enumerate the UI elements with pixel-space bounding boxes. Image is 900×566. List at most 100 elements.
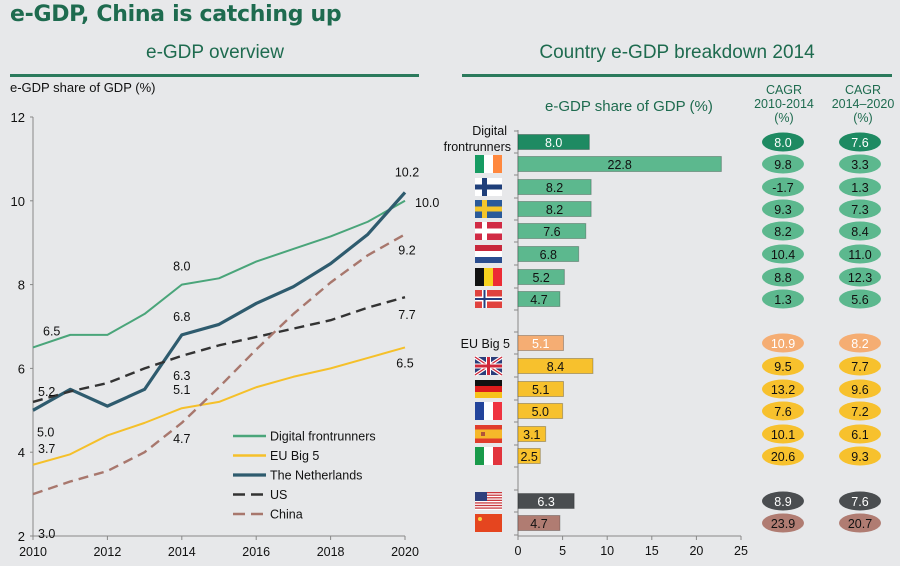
bar-value-label: 3.1	[523, 428, 540, 442]
cagr-value: 6.1	[851, 428, 868, 442]
germany-flag-icon	[475, 380, 502, 398]
series-line-eu-big-5	[32, 346, 406, 466]
ireland-flag-icon	[475, 155, 502, 173]
flag-stripe	[475, 251, 502, 257]
bar-eu-big-5	[517, 335, 564, 351]
bar-chart-flags	[474, 155, 503, 532]
cagr-2014-2020-bubble	[839, 199, 881, 219]
cagr-header-line: (%)	[774, 111, 794, 125]
cagr-value: 8.2	[774, 225, 791, 239]
cagr-value: 9.3	[851, 450, 868, 464]
flag-stripe	[475, 268, 484, 286]
bar-x-tick-label: 0	[515, 544, 522, 558]
cagr-value: 9.5	[774, 360, 791, 374]
flag-stripe	[475, 245, 502, 251]
flag-cross	[475, 364, 502, 368]
flag-stripe	[484, 402, 493, 420]
netherlands-flag-icon	[475, 245, 502, 263]
y-tick-label: 12	[11, 110, 25, 125]
page-title: e-GDP, China is catching up	[10, 2, 342, 27]
uk-flag-icon	[474, 355, 503, 377]
data-label: 6.8	[173, 310, 190, 324]
cagr-2014-2020-bubble	[839, 177, 881, 197]
left-section-title: e-GDP overview	[146, 42, 284, 63]
cagr-2014-2020-bubble	[839, 356, 881, 376]
flag-stripe	[475, 447, 484, 465]
cagr-value: 7.6	[851, 136, 868, 150]
bar-chart-bars: 8.0 22.8 8.2 8.2 7.6 6.8 5.2 4.7 5.1 8.4 5.1 5.0 3.1…	[517, 134, 722, 531]
cagr-2010-2014-bubble	[762, 424, 804, 444]
x-tick-label: 2010	[19, 545, 47, 559]
flag-stripe	[493, 155, 502, 173]
legend-label: The Netherlands	[270, 469, 362, 483]
bar-value-label: 8.4	[547, 360, 564, 374]
cagr-value: 7.6	[851, 495, 868, 509]
cagr-value: 7.6	[774, 405, 791, 419]
flag-stripe	[484, 447, 493, 465]
data-label: 5.2	[38, 385, 55, 399]
flag-stripe	[493, 268, 502, 286]
cagr-2014-2020-bubble	[839, 491, 881, 511]
cagr-2014-2020-bubble	[839, 267, 881, 287]
series-line-the-netherlands	[32, 191, 407, 412]
data-label: 10.0	[415, 196, 439, 210]
x-tick-label: 2014	[168, 545, 196, 559]
cagr-header-line: CAGR	[844, 83, 882, 97]
y-tick-label: 10	[11, 194, 25, 209]
bar-norway	[517, 291, 561, 307]
cagr-2010-2014-bubble	[762, 401, 804, 421]
cagr-2010-2014-bubble	[762, 244, 804, 264]
line-chart-legend: Digital frontrunners EU Big 5 The Netherla…	[233, 430, 376, 522]
cagr-value: 8.0	[774, 136, 791, 150]
cagr-2014-2020-bubble	[839, 401, 881, 421]
bar-value-label: 4.7	[530, 293, 547, 307]
cagr-value: 7.7	[851, 360, 868, 374]
cagr-value: 12.3	[848, 271, 872, 285]
flag-cross	[475, 184, 502, 190]
bar-x-tick-label: 25	[734, 544, 748, 558]
bar-sweden	[517, 201, 592, 217]
bar-value-label: 5.1	[532, 337, 549, 351]
flag-stripe	[475, 155, 484, 173]
data-label: 6.5	[396, 356, 413, 370]
bar-value-label: 5.0	[532, 405, 549, 419]
bar-netherlands	[517, 246, 580, 262]
series-line-us	[32, 296, 406, 404]
flag-emblem	[481, 432, 485, 436]
bar-united-kingdom	[517, 358, 594, 374]
cagr-header-line: 2014–2020	[831, 97, 895, 111]
cagr-value: 1.3	[774, 293, 791, 307]
china-flag-icon	[475, 514, 502, 532]
cagr-value: 8.4	[851, 225, 868, 239]
cagr-2014-2020-bubble	[839, 154, 881, 174]
cagr-2010-2014-bubble	[762, 132, 804, 152]
bar-germany	[517, 381, 564, 397]
bar-value-label: 5.2	[532, 271, 549, 285]
bar-x-tick-label: 20	[689, 544, 703, 558]
bar-chart-title: e-GDP share of GDP (%)	[545, 98, 713, 115]
finland-flag-icon	[475, 178, 502, 196]
data-label: 3.7	[38, 442, 55, 456]
norway-flag-icon	[475, 290, 502, 308]
spain-flag-icon	[475, 425, 502, 443]
cagr-2010-2014-bubble	[762, 446, 804, 466]
cagr-2010-2014-bubble	[762, 267, 804, 287]
flag-stripe	[475, 429, 502, 439]
flag-stripe	[475, 507, 502, 509]
sweden-flag-icon	[475, 200, 502, 218]
cagr-2014-2020-bubble	[839, 424, 881, 444]
cagr-value: 8.8	[774, 271, 791, 285]
cagr-2014-2020-bubble	[839, 513, 881, 533]
data-label: 5.1	[173, 383, 190, 397]
bar-value-label: 22.8	[608, 158, 632, 172]
cagr-value: 20.6	[771, 450, 795, 464]
cagr-2014-2020-bubble	[839, 244, 881, 264]
bar-denmark	[517, 223, 587, 239]
flag-stripe	[475, 402, 484, 420]
cagr-value: 13.2	[771, 383, 795, 397]
bar-finland	[517, 179, 592, 195]
italy-flag-icon	[475, 447, 502, 465]
bar-value-label: 6.8	[540, 248, 557, 262]
flag-stripe	[475, 504, 502, 507]
y-tick-label: 4	[18, 445, 25, 460]
